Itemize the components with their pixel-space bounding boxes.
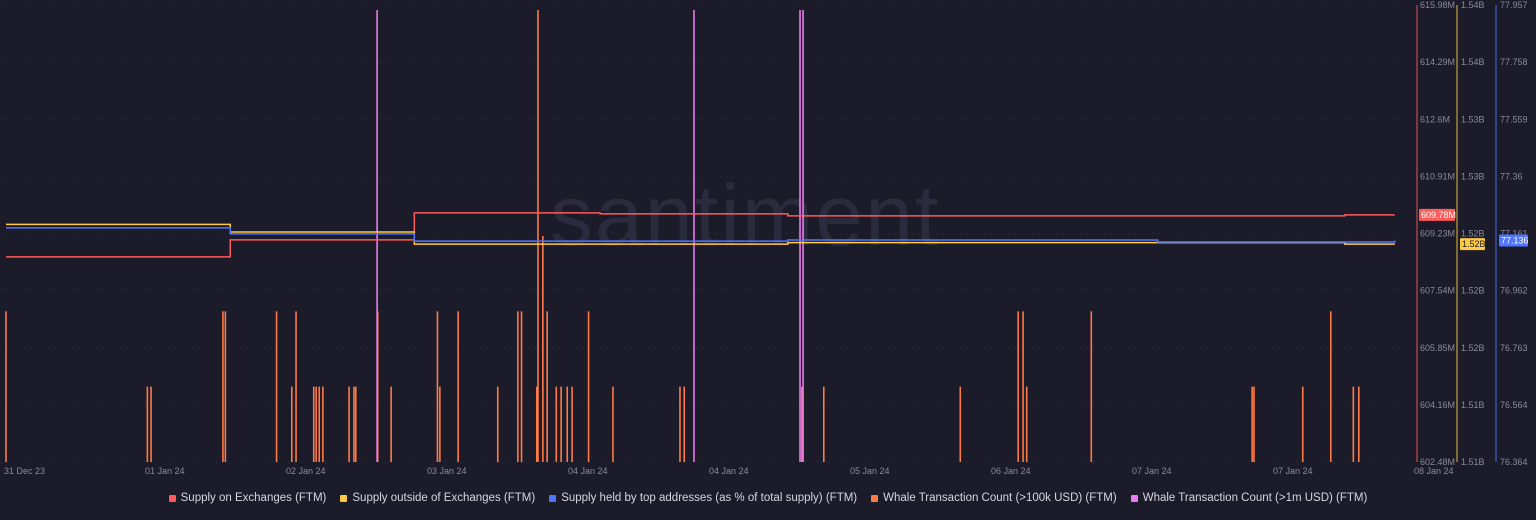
y-tick-label: 77.758: [1500, 57, 1528, 67]
y-tick-label: 76.763: [1500, 343, 1528, 353]
legend-swatch-icon: [340, 494, 348, 502]
x-tick-label: 07 Jan 24: [1132, 466, 1172, 476]
legend-label: Supply held by top addresses (as % of to…: [561, 492, 858, 504]
y-tick-label: 1.53B: [1461, 114, 1485, 124]
x-tick-label: 01 Jan 24: [145, 466, 185, 476]
y-tick-label: 614.29M: [1420, 57, 1455, 67]
legend-label: Supply outside of Exchanges (FTM): [352, 492, 536, 504]
y-tick-label: 612.6M: [1420, 114, 1450, 124]
series-line: [6, 212, 1395, 258]
x-tick-label: 07 Jan 24: [1273, 466, 1313, 476]
y-tick-label: 1.52B: [1461, 343, 1485, 353]
legend-item[interactable]: Whale Transaction Count (>100k USD) (FTM…: [871, 492, 1117, 504]
legend-item[interactable]: Supply on Exchanges (FTM): [168, 492, 327, 504]
y-tick-label: 77.957: [1500, 0, 1528, 10]
y-tick-label: 1.51B: [1461, 400, 1485, 410]
legend-label: Supply on Exchanges (FTM): [180, 492, 327, 504]
last-value-badge: [1460, 238, 1485, 251]
supply-lines: [6, 212, 1396, 258]
x-tick-label: 08 Jan 24: [1414, 466, 1454, 476]
last-value-badge: [1419, 208, 1455, 221]
legend-label: Whale Transaction Count (>1m USD) (FTM): [1142, 492, 1368, 504]
y-tick-label: 1.54B: [1461, 57, 1485, 67]
whale-bars: [5, 10, 1360, 462]
y-tick-label: 610.91M: [1420, 171, 1455, 181]
x-tick-label: 06 Jan 24: [991, 466, 1031, 476]
y-tick-label: 609.23M: [1420, 229, 1455, 239]
last-value-badge: [1499, 234, 1528, 247]
y-axes: 615.98M 614.29M 612.6M 610.91M 609.23M 607.54…: [1416, 0, 1529, 467]
x-tick-label: 31 Dec 23: [4, 466, 45, 476]
y-tick-label: 607.54M: [1420, 286, 1455, 296]
y-tick-label: 604.16M: [1420, 400, 1455, 410]
legend-swatch-icon: [168, 494, 176, 502]
y-tick-label: 76.962: [1500, 286, 1528, 296]
x-axis: 31 Dec 23 01 Jan 24 02 Jan 24 03 Jan 24 04 J…: [4, 466, 1454, 476]
y-tick-label: 77.36: [1500, 171, 1523, 181]
x-tick-label: 05 Jan 24: [850, 466, 890, 476]
y-tick-label: 602.48M: [1420, 457, 1455, 467]
x-tick-label: 04 Jan 24: [709, 466, 749, 476]
legend: Supply on Exchanges (FTM) Supply outside …: [0, 492, 1536, 504]
series-line: [6, 227, 1396, 243]
chart: santiment 615.98M614.29M612.6M610.91M609…: [0, 0, 1529, 476]
y-tick-label: 1.52B: [1461, 229, 1485, 239]
legend-item[interactable]: Supply held by top addresses (as % of to…: [549, 492, 857, 504]
y-tick-label: 1.52B: [1461, 286, 1485, 296]
y-tick-label: 77.559: [1500, 114, 1528, 124]
x-tick-label: 03 Jan 24: [427, 466, 467, 476]
legend-item[interactable]: Supply outside of Exchanges (FTM): [340, 492, 535, 504]
last-value-label: 609.78M: [1421, 210, 1456, 220]
last-value-label: 1.52B: [1462, 239, 1486, 249]
legend-item[interactable]: Whale Transaction Count (>1m USD) (FTM): [1130, 492, 1368, 504]
last-value-label: 77.136: [1501, 236, 1529, 246]
y-tick-label: 76.364: [1500, 457, 1528, 467]
y-tick-label: 1.54B: [1461, 0, 1485, 10]
legend-swatch-icon: [549, 494, 557, 502]
y-tick-label: 615.98M: [1420, 0, 1455, 10]
y-tick-label: 77.161: [1500, 229, 1528, 239]
y-tick-label: 605.85M: [1420, 343, 1455, 353]
x-tick-label: 02 Jan 24: [286, 466, 326, 476]
y-tick-label: 1.51B: [1461, 457, 1485, 467]
y-tick-label: 1.53B: [1461, 171, 1485, 181]
y-tick-label: 76.564: [1500, 400, 1528, 410]
x-tick-label: 04 Jan 24: [568, 466, 608, 476]
legend-label: Whale Transaction Count (>100k USD) (FTM…: [883, 492, 1117, 504]
legend-swatch-icon: [871, 494, 879, 502]
legend-swatch-icon: [1130, 494, 1138, 502]
